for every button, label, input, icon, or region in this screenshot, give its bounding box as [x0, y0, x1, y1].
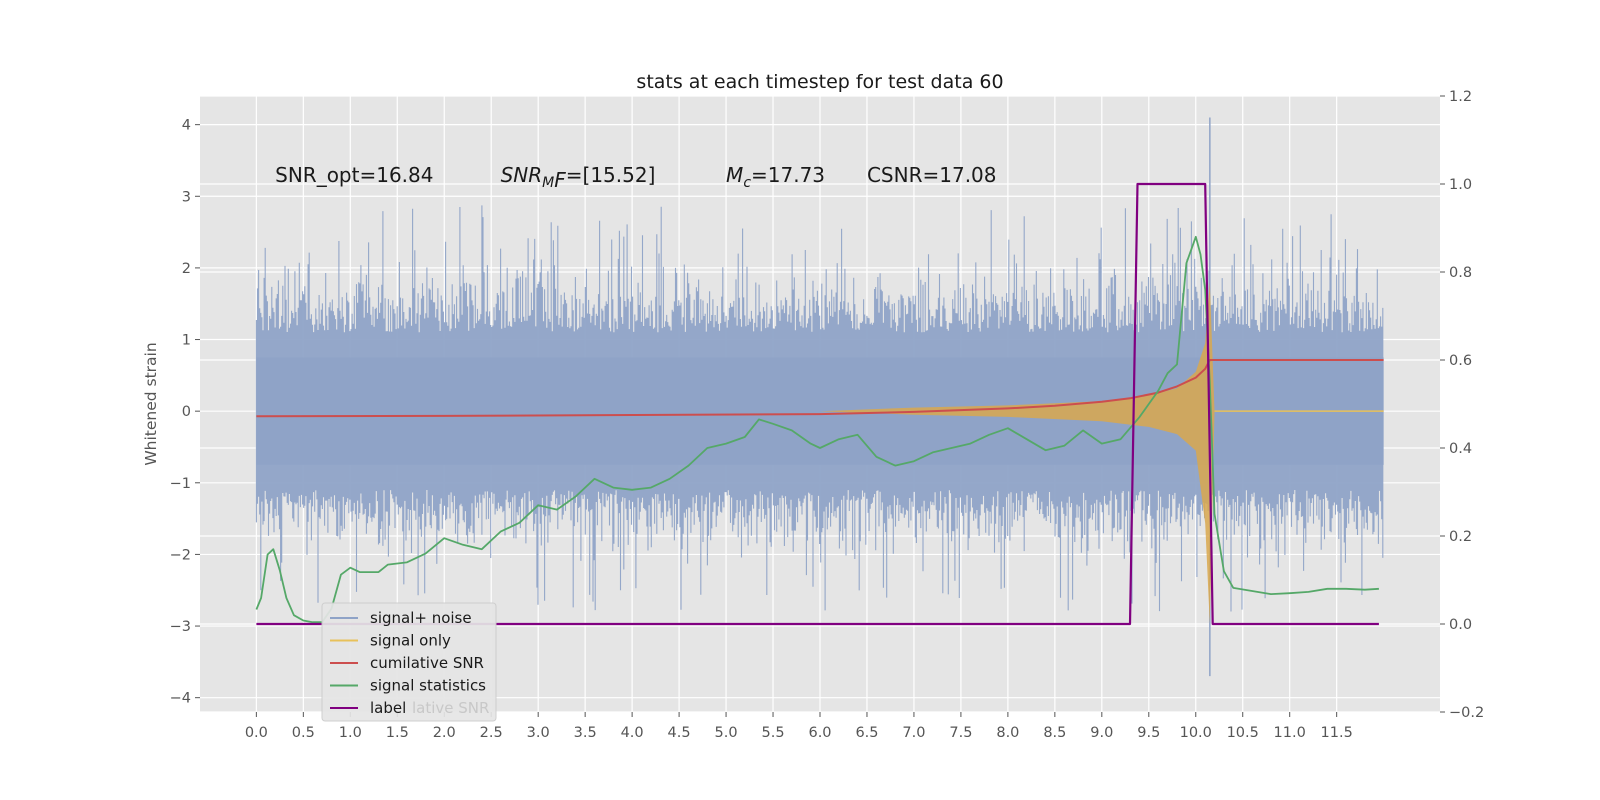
y2-tick-label: 0.8: [1449, 265, 1472, 281]
y-tick-label: −4: [170, 691, 191, 707]
x-tick-label: 1.5: [386, 725, 409, 741]
label-line: [256, 182, 1379, 626]
x-tick-label: 8.5: [1043, 725, 1066, 741]
y2-tick-label: 0.2: [1449, 529, 1472, 545]
y2-tick-label: 1.2: [1449, 89, 1472, 105]
legend-box: [321, 602, 497, 722]
x-tick-label: 6.0: [808, 725, 831, 741]
y2-tick-label: 0.6: [1449, 353, 1472, 369]
x-tick-label: 4.0: [621, 725, 644, 741]
legend-ghost-text: lative SNR: [412, 699, 489, 717]
legend: lative SNR signal+ noise signal only cumila…: [321, 602, 497, 722]
y-tick-label: 3: [182, 189, 191, 205]
x-tick-label: 5.5: [761, 725, 784, 741]
x-tick-label: 3.5: [574, 725, 597, 741]
legend-label: cumilative SNR: [370, 654, 484, 672]
signal-statistics-line: [255, 235, 1379, 624]
x-tick-label: 10.0: [1180, 725, 1212, 741]
x-tick-label: 11.0: [1274, 725, 1306, 741]
legend-label: signal+ noise: [370, 609, 472, 627]
x-tick-label: 9.5: [1137, 725, 1160, 741]
x-tick-label: 10.5: [1227, 725, 1259, 741]
chart-title: stats at each timestep for test data 60: [636, 71, 1003, 93]
annotation-chirp-mass: Mc=17.73: [726, 163, 825, 191]
x-tick-label: 1.0: [339, 725, 362, 741]
axes-layer: 0.0 0.5 1.0 1.5 2.0 2.5 3.0 3.5 4.0 4.5 5.0 5.5 6.0 6…: [170, 89, 1485, 741]
x-tick-label: 7.0: [902, 725, 925, 741]
legend-label: signal only: [370, 632, 451, 650]
annotation-csnr: CSNR=17.08: [867, 163, 997, 187]
y-axis-label: Whitened strain: [142, 342, 160, 465]
x-tick-label: 2.0: [433, 725, 456, 741]
y-tick-label: −1: [170, 476, 191, 492]
y2-tick-label: 0.4: [1449, 441, 1472, 457]
x-tick-label: 0.5: [292, 725, 315, 741]
legend-label: label: [370, 699, 406, 717]
x-tick-label: 7.5: [949, 725, 972, 741]
annotation-snr-opt: SNR_opt=16.84: [275, 163, 433, 187]
y-tick-label: 2: [182, 261, 191, 277]
annotations: SNR_opt=16.84 SNRMF=[15.52] Mc=17.73 CSNR=1…: [275, 163, 996, 192]
y2-tick-label: −0.2: [1449, 705, 1484, 721]
x-tick-label: 8.0: [996, 725, 1019, 741]
y2-tick-label: 0.0: [1449, 617, 1472, 633]
y-tick-label: 0: [182, 404, 191, 420]
annotation-snr-mf: SNRMF=[15.52]: [501, 163, 656, 192]
x-tick-label: 11.5: [1321, 725, 1353, 741]
x-tick-label: 2.5: [480, 725, 503, 741]
y-tick-label: −3: [170, 619, 191, 635]
x-tick-label: 3.0: [527, 725, 550, 741]
legend-label: signal statistics: [370, 677, 486, 695]
y2-tick-label: 1.0: [1449, 177, 1472, 193]
x-tick-label: 0.0: [245, 725, 268, 741]
x-tick-label: 6.5: [855, 725, 878, 741]
series-layer: [255, 117, 1384, 677]
x-tick-label: 5.0: [715, 725, 738, 741]
y-tick-label: −2: [170, 547, 191, 563]
y-tick-label: 4: [182, 118, 191, 134]
x-tick-label: 9.0: [1090, 725, 1113, 741]
y-tick-label: 1: [182, 333, 191, 349]
x-tick-label: 4.5: [668, 725, 691, 741]
